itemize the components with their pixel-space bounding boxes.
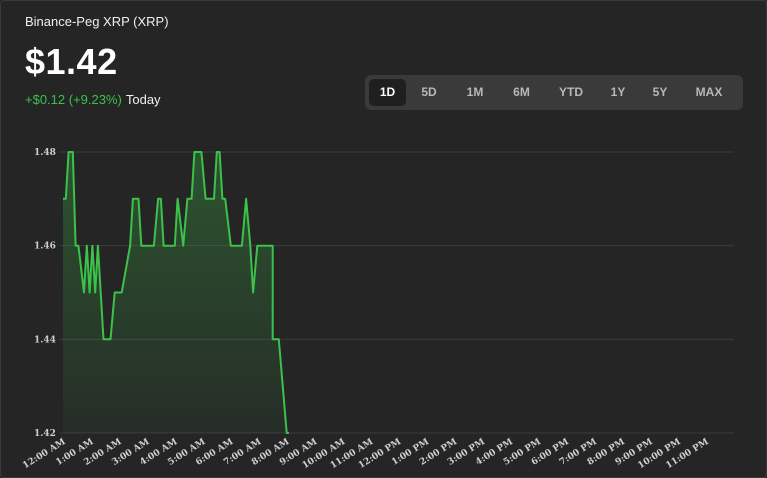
range-button-5d[interactable]: 5D: [421, 85, 437, 99]
y-tick-label: 1.46: [34, 242, 56, 252]
y-tick-label: 1.42: [34, 429, 56, 439]
range-button-max[interactable]: MAX: [695, 85, 723, 99]
price-chart: 1.481.461.441.42 12:00 AM1:00 AM2:00 AM3…: [21, 148, 734, 471]
y-tick-label: 1.48: [34, 148, 56, 158]
range-button-1y[interactable]: 1Y: [610, 85, 626, 99]
price-line: [63, 151, 289, 434]
price-change-row: +$0.12 (+9.23%) Today: [25, 92, 161, 107]
current-price: $1.42: [25, 41, 118, 82]
range-button-ytd[interactable]: YTD: [559, 85, 583, 99]
asset-name: Binance-Peg XRP (XRP): [25, 14, 169, 29]
range-button-5y[interactable]: 5Y: [652, 85, 668, 99]
price-change: +$0.12 (+9.23%): [25, 92, 122, 107]
price-area-fill: [63, 152, 289, 433]
range-button-6m[interactable]: 6M: [513, 85, 530, 99]
y-tick-label: 1.44: [34, 335, 56, 345]
time-range-selector: 1D 5D 1M 6M YTD 1Y 5Y MAX: [365, 75, 743, 110]
change-period: Today: [125, 92, 161, 107]
range-button-1d[interactable]: 1D: [369, 79, 406, 106]
range-button-1m[interactable]: 1M: [466, 85, 484, 99]
